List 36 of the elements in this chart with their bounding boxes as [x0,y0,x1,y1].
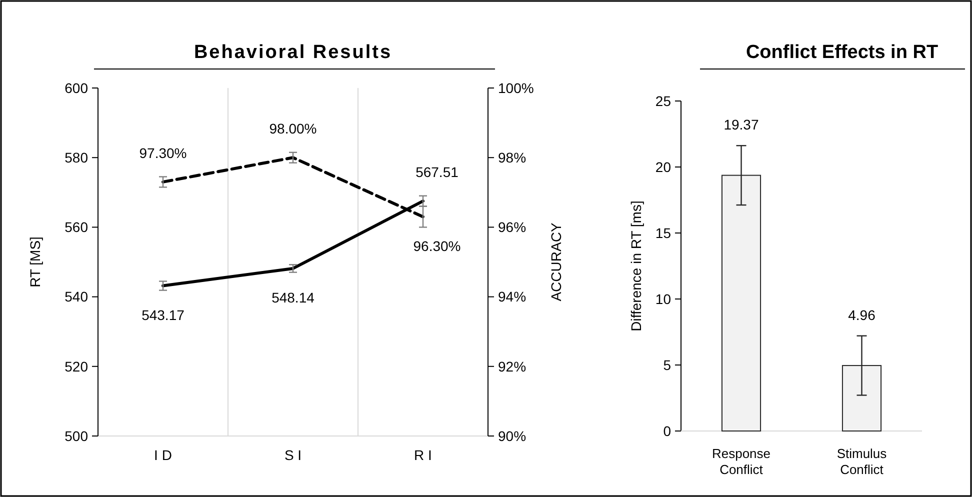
y2-axis-title: ACCURACY [548,222,564,302]
data-label: 96.30% [413,238,461,254]
data-label: 543.17 [142,306,185,323]
y-tick-label: 5 [663,356,672,373]
y-tick-label: 600 [64,80,88,96]
y2-tick-label: 94% [498,288,526,305]
x-tick-label: I D [154,447,172,463]
y-tick-label: 20 [655,158,672,175]
data-label: 567.51 [416,164,459,180]
y-tick-label: 500 [64,428,88,444]
y-tick-label: 10 [655,290,672,307]
y-tick-label: 560 [64,219,88,236]
y-tick-label: 520 [64,358,88,374]
y-tick-label: 0 [663,422,672,439]
x-tick-label: Response Conflict [712,446,771,477]
y-axis-title: RT [MS] [27,236,43,288]
data-label: 4.96 [848,306,876,323]
data-label: 548.14 [272,289,315,306]
y-tick-label: 580 [64,150,88,166]
chart-title: Conflict Effects in RT [746,42,938,63]
y2-tick-label: 100% [498,80,534,96]
x-tick-label: Stimulus Conflict [836,446,888,477]
x-tick-label: S I [284,447,302,463]
y2-tick-label: 98% [498,150,526,166]
data-label: 98.00% [269,120,317,137]
y-tick-label: 540 [64,288,88,305]
y2-tick-label: 90% [498,428,526,444]
data-label: 97.30% [139,144,187,161]
x-tick-label: R I [414,447,432,463]
y-tick-label: 25 [655,92,672,109]
chart-title: Behavioral Results [194,42,392,63]
y2-tick-label: 92% [498,358,526,374]
y-tick-label: 15 [655,224,672,241]
y-axis-title: Difference in RT [ms] [628,200,644,332]
y2-tick-label: 96% [498,219,526,236]
data-label: 19.37 [724,116,759,133]
